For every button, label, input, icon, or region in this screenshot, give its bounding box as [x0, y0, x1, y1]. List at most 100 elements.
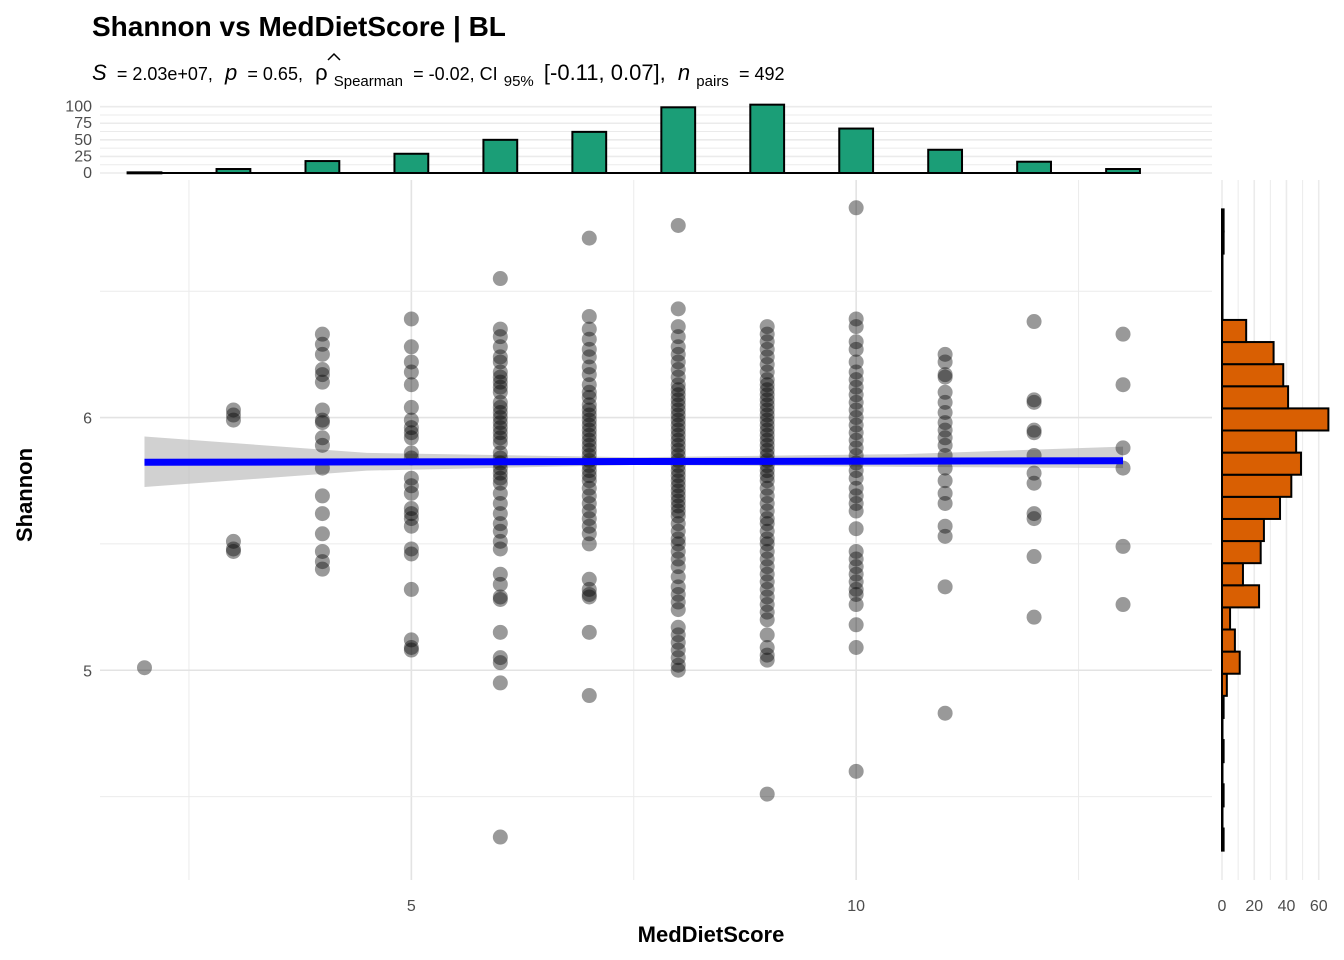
data-point	[403, 511, 419, 527]
data-point	[492, 415, 508, 431]
data-point	[1026, 475, 1042, 491]
data-point	[759, 566, 775, 582]
data-point	[670, 382, 686, 398]
data-point	[403, 478, 419, 494]
data-point	[314, 412, 330, 428]
top-y-tick-label: 50	[74, 132, 92, 149]
data-point	[492, 384, 508, 400]
data-point	[759, 387, 775, 403]
data-point	[670, 346, 686, 362]
data-point	[492, 523, 508, 539]
data-point	[670, 362, 686, 378]
data-point	[937, 369, 953, 385]
data-point	[1115, 377, 1131, 393]
data-point	[670, 634, 686, 650]
data-point	[848, 440, 864, 456]
data-point	[1026, 549, 1042, 565]
chart-subtitle: S = 2.03e+07, p = 0.65, ρ Spearman = -0.…	[92, 60, 784, 91]
right-histogram-bar	[1221, 672, 1228, 697]
right-histogram-bar	[1221, 495, 1282, 520]
data-point	[848, 495, 864, 511]
data-point	[670, 387, 686, 403]
data-point	[759, 503, 775, 519]
data-point	[1026, 422, 1042, 438]
data-point	[670, 516, 686, 532]
data-point	[759, 523, 775, 539]
data-point	[848, 417, 864, 433]
data-point	[492, 566, 508, 582]
data-point	[848, 574, 864, 590]
subtitle-p-value: = 0.65,	[247, 64, 303, 84]
data-point	[492, 829, 508, 845]
main-ticks: 5 10 5 6	[83, 411, 865, 915]
top-histogram-bar	[749, 103, 786, 174]
data-point	[759, 468, 775, 484]
x-tick-label: 10	[847, 898, 865, 915]
top-histogram-bar	[1016, 160, 1052, 175]
data-point	[848, 503, 864, 519]
data-point	[759, 392, 775, 408]
data-point	[314, 506, 330, 522]
data-point	[581, 480, 597, 496]
data-point	[581, 359, 597, 375]
data-point	[759, 551, 775, 567]
data-point	[670, 392, 686, 408]
data-point	[848, 480, 864, 496]
right-histogram-bar	[1221, 694, 1225, 719]
right-histogram-bar	[1221, 805, 1224, 830]
top-histogram-bar	[660, 106, 697, 174]
data-point	[759, 652, 775, 668]
data-point	[670, 478, 686, 494]
data-point	[403, 632, 419, 648]
data-point	[581, 468, 597, 484]
data-point	[581, 427, 597, 443]
data-point	[759, 604, 775, 620]
data-point	[581, 473, 597, 489]
right-histogram-bar	[1221, 716, 1224, 742]
right-histogram-bar	[1221, 451, 1302, 476]
data-point	[581, 437, 597, 453]
right-histogram-bar	[1221, 540, 1262, 565]
data-point	[492, 354, 508, 370]
right-histogram-bar	[1221, 296, 1224, 321]
data-point	[581, 402, 597, 418]
data-point	[581, 341, 597, 357]
data-point	[314, 346, 330, 362]
data-point	[759, 422, 775, 438]
data-point	[314, 554, 330, 570]
data-point	[314, 362, 330, 378]
data-point	[759, 349, 775, 365]
data-point	[492, 533, 508, 549]
data-point	[581, 422, 597, 438]
right-marginal-bars	[1221, 208, 1330, 852]
data-point	[937, 528, 953, 544]
data-point	[759, 612, 775, 628]
subtitle-s-label: S	[92, 60, 107, 85]
data-point	[492, 420, 508, 436]
right-histogram-bar	[1221, 827, 1225, 852]
data-point	[670, 407, 686, 423]
data-point	[492, 329, 508, 345]
data-point	[136, 660, 152, 676]
x-axis-title: MedDietScore	[638, 922, 785, 947]
data-point	[314, 326, 330, 342]
data-point	[670, 488, 686, 504]
top-marginal-grid	[100, 105, 1212, 174]
trend-line	[144, 457, 1124, 466]
data-point	[492, 470, 508, 486]
data-point	[403, 546, 419, 562]
data-point	[581, 463, 597, 479]
subtitle-rho-sub: Spearman	[334, 73, 403, 90]
data-point	[759, 326, 775, 342]
top-histogram-bar	[393, 152, 430, 174]
data-point	[670, 417, 686, 433]
data-point	[937, 394, 953, 410]
data-point	[581, 367, 597, 383]
data-point	[581, 526, 597, 542]
subtitle-s-value: = 2.03e+07,	[117, 64, 213, 84]
data-point	[581, 624, 597, 640]
data-point	[314, 374, 330, 390]
data-point	[670, 468, 686, 484]
data-point	[848, 763, 864, 779]
